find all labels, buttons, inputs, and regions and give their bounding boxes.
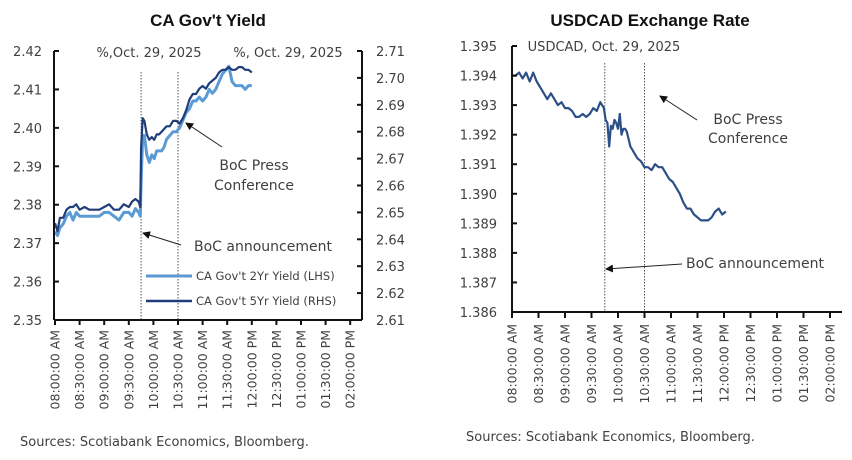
- x-tick-label: 09:00:00 AM: [558, 324, 573, 403]
- y-tick-label: 1.391: [460, 158, 497, 173]
- y-tick-label: 1.389: [460, 217, 497, 232]
- press-conference-arrow: [659, 95, 698, 121]
- y-tick-label-right: 2.62: [376, 287, 405, 302]
- x-tick-label: 08:00:00 AM: [48, 330, 63, 409]
- press-conference-label: Conference: [214, 178, 294, 194]
- y-tick-label: 1.388: [460, 247, 497, 262]
- legend-label-2yr: CA Gov't 2Yr Yield (LHS): [196, 269, 335, 283]
- announcement-arrow: [142, 231, 182, 246]
- y-tick-label: 1.386: [460, 306, 497, 321]
- x-tick-label: 09:30:00 AM: [584, 324, 599, 403]
- series-usdcad-line: [512, 71, 727, 222]
- x-tick-label: 12:00:00 PM: [717, 324, 732, 402]
- x-tick-label: 12:30:00 PM: [269, 330, 284, 408]
- x-tick-label: 09:00:00 AM: [97, 330, 112, 409]
- press-conference-label: BoC Press: [219, 158, 288, 174]
- usdcad-exchange-rate-chart: USDCAD Exchange Rate USDCAD, Oct. 29, 20…: [460, 11, 842, 445]
- y-tick-label-right: 2.67: [376, 153, 405, 168]
- press-conference-label: BoC Press: [713, 112, 782, 128]
- unit-label: USDCAD, Oct. 29, 2025: [528, 40, 681, 55]
- x-tick-label: 11:30:00 AM: [220, 330, 235, 409]
- x-tick-label: 10:00:00 AM: [146, 330, 161, 409]
- announcement-label: BoC announcement: [686, 256, 824, 272]
- x-tick-label: 10:00:00 AM: [611, 324, 626, 403]
- left-unit-label: %,Oct. 29, 2025: [96, 46, 201, 61]
- x-tick-label: 08:30:00 AM: [531, 324, 546, 403]
- y-tick-label: 1.394: [460, 70, 497, 85]
- y-tick-label-right: 2.61: [376, 314, 405, 329]
- x-tick-label: 01:30:00 PM: [318, 330, 333, 408]
- press-conference-label: Conference: [708, 131, 788, 147]
- x-tick-label: 09:30:00 AM: [121, 330, 136, 409]
- ca-govt-yield-chart: CA Gov't Yield %,Oct. 29, 2025 %, Oct. 2…: [13, 11, 405, 450]
- y-tick-label-left: 2.36: [13, 276, 42, 291]
- announcement-label: BoC announcement: [194, 239, 332, 255]
- x-tick-label: 12:00:00 PM: [244, 330, 259, 408]
- y-tick-label: 1.392: [460, 129, 497, 144]
- chart-title: CA Gov't Yield: [150, 11, 266, 30]
- x-tick-label: 02:00:00 PM: [343, 330, 358, 408]
- chart-title: USDCAD Exchange Rate: [550, 11, 749, 30]
- source-note: Sources: Scotiabank Economics, Bloomberg…: [466, 430, 755, 445]
- y-tick-label-left: 2.38: [13, 199, 42, 214]
- x-tick-label: 10:30:00 AM: [637, 324, 652, 403]
- y-tick-label-left: 2.39: [13, 160, 42, 175]
- series-5yr-yield-line: [53, 65, 253, 233]
- right-unit-label: %, Oct. 29, 2025: [233, 46, 342, 61]
- series-2yr-yield-line: [53, 64, 252, 237]
- x-tick-label: 11:30:00 AM: [690, 324, 705, 403]
- y-tick-label: 1.393: [460, 99, 497, 114]
- x-tick-label: 12:30:00 PM: [743, 324, 758, 402]
- y-tick-label-right: 2.66: [376, 180, 405, 195]
- y-tick-label-right: 2.71: [376, 45, 405, 60]
- y-tick-label-right: 2.63: [376, 260, 405, 275]
- y-tick-label-right: 2.68: [376, 126, 405, 141]
- x-tick-label: 01:00:00 PM: [770, 324, 785, 402]
- y-tick-label: 1.387: [460, 276, 497, 291]
- press-conference-arrow: [185, 122, 223, 148]
- y-tick-label-left: 2.37: [13, 237, 42, 252]
- x-tick-label: 01:30:00 PM: [796, 324, 811, 402]
- y-tick-label-left: 2.40: [13, 122, 42, 137]
- y-tick-label: 1.395: [460, 40, 497, 55]
- y-tick-label-left: 2.35: [13, 314, 42, 329]
- y-tick-label-right: 2.65: [376, 206, 405, 221]
- y-tick-label-right: 2.64: [376, 233, 405, 248]
- x-tick-label: 10:30:00 AM: [171, 330, 186, 409]
- x-tick-label: 02:00:00 PM: [823, 324, 838, 402]
- announcement-arrow: [605, 263, 683, 273]
- y-tick-label-left: 2.41: [13, 83, 42, 98]
- x-tick-label: 11:00:00 AM: [664, 324, 679, 403]
- x-tick-label: 11:00:00 AM: [195, 330, 210, 409]
- y-tick-label-right: 2.69: [376, 99, 405, 114]
- x-tick-label: 08:00:00 AM: [505, 324, 520, 403]
- y-tick-label-left: 2.42: [13, 45, 42, 60]
- source-note: Sources: Scotiabank Economics, Bloomberg…: [20, 435, 309, 450]
- y-tick-label-right: 2.70: [376, 72, 405, 87]
- legend-label-5yr: CA Gov't 5Yr Yield (RHS): [196, 294, 336, 308]
- legend: CA Gov't 2Yr Yield (LHS) CA Gov't 5Yr Yi…: [146, 269, 336, 308]
- y-tick-label: 1.390: [460, 188, 497, 203]
- x-tick-label: 01:00:00 PM: [294, 330, 309, 408]
- x-tick-label: 08:30:00 AM: [72, 330, 87, 409]
